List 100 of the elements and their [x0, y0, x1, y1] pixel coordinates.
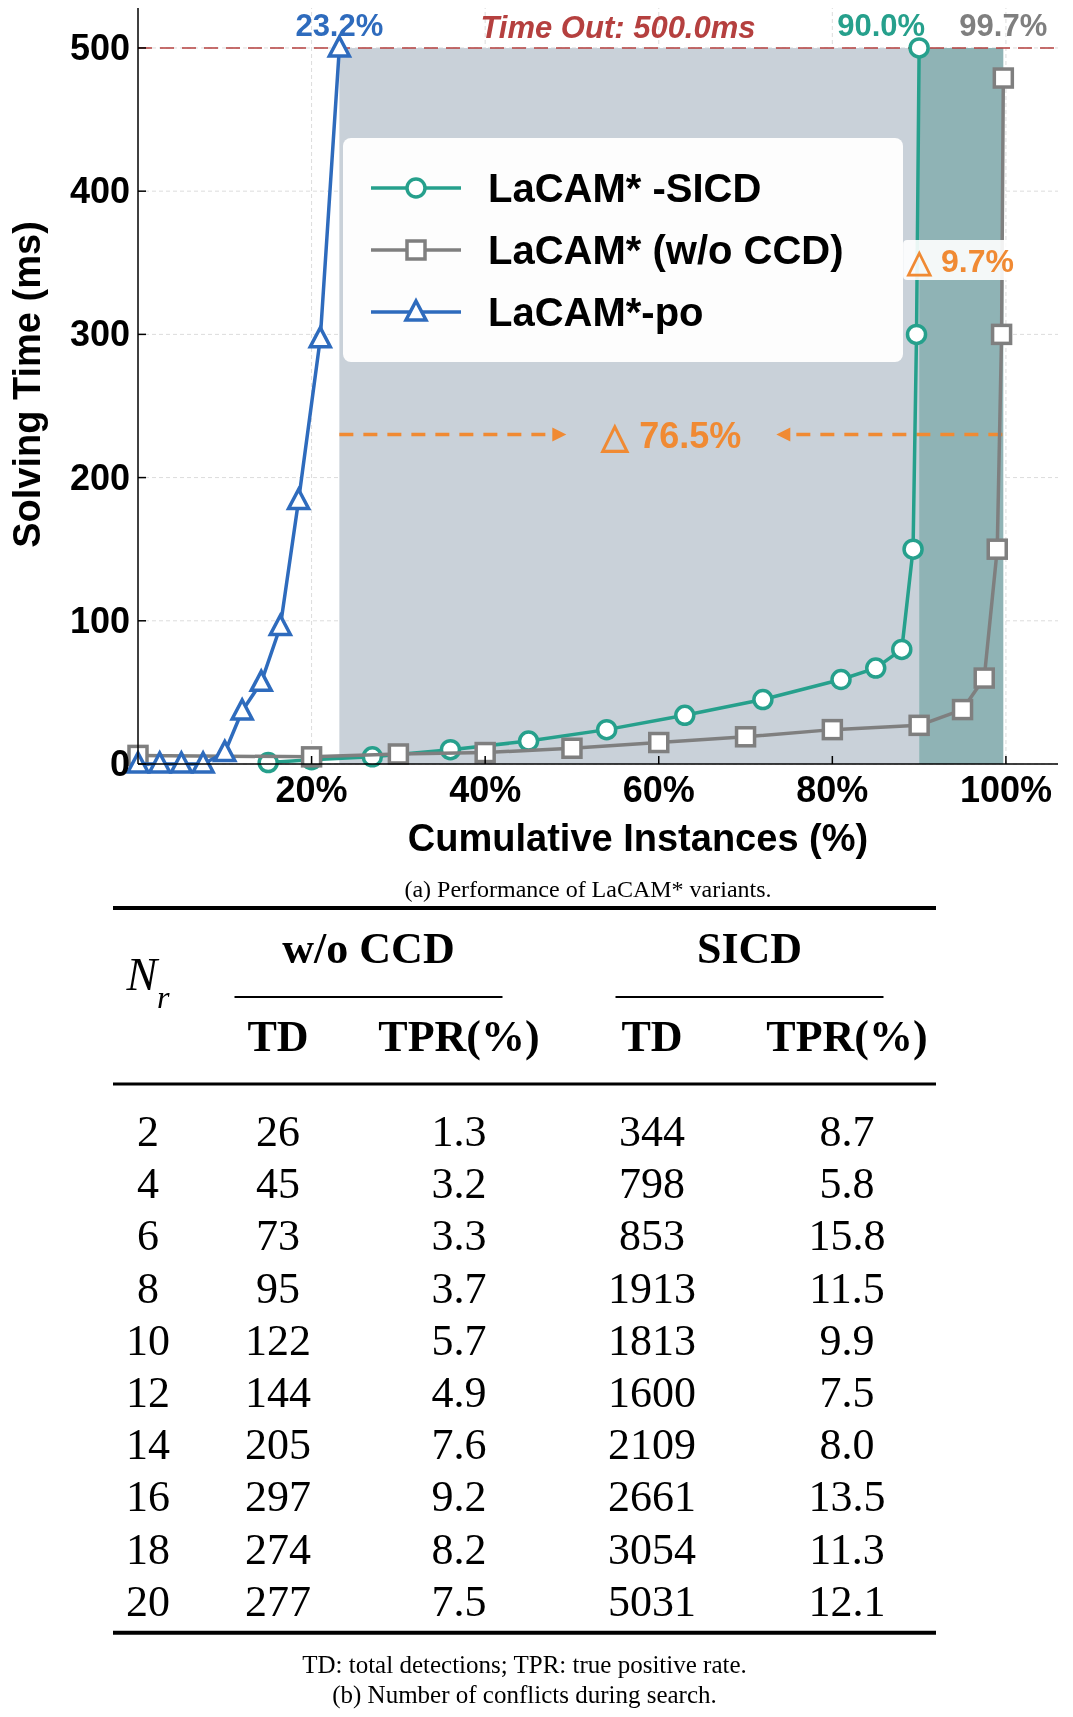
- text: w/o CCD: [282, 924, 455, 973]
- y-tick-label: 300: [69, 313, 130, 355]
- annotation: 90.0%: [837, 7, 926, 43]
- data-label: 73: [256, 1211, 300, 1261]
- point: [830, 668, 852, 691]
- y-tick-label: 6: [137, 1211, 159, 1261]
- point: [951, 698, 974, 721]
- y-tick-label: 0: [109, 743, 130, 784]
- data-label: 95: [256, 1263, 300, 1313]
- data-label: 9.9: [819, 1315, 875, 1365]
- point: [902, 538, 924, 560]
- data-label: 45: [256, 1159, 300, 1209]
- point: [169, 751, 194, 774]
- y-tick-label: 2: [137, 1107, 159, 1156]
- point: [648, 731, 670, 754]
- y-tick-label: 16: [126, 1472, 170, 1522]
- data-label: 13.5: [808, 1472, 886, 1522]
- point: [387, 743, 410, 765]
- data-label: 3.7: [431, 1263, 487, 1313]
- point: [752, 688, 774, 711]
- data-label: 8.2: [431, 1524, 487, 1574]
- y-axis-title: Solving Time (ms): [6, 221, 48, 548]
- data-label: 1913: [608, 1263, 696, 1313]
- y-tick-label: 20: [126, 1576, 170, 1626]
- x-tick-label: 20%: [275, 769, 348, 810]
- data-label: 1600: [608, 1368, 696, 1417]
- y-tick-label: 500: [69, 26, 130, 68]
- data-label: 3.3: [431, 1211, 487, 1261]
- point: [674, 704, 696, 727]
- legend-label: LaCAM* (w/o CCD): [488, 228, 844, 272]
- data-label: 15.8: [808, 1211, 886, 1261]
- text: TD: total detections; TPR: true positive rate.: [302, 1650, 747, 1678]
- point: [821, 718, 844, 741]
- data-label: 3.2: [431, 1159, 487, 1209]
- data-label: 2109: [608, 1420, 696, 1470]
- point: [595, 718, 618, 741]
- x-tick-label: 40%: [449, 769, 522, 810]
- point: [308, 325, 333, 349]
- data-label: 9.2: [431, 1472, 487, 1522]
- point: [908, 37, 930, 59]
- point: [327, 35, 352, 58]
- data-label: 5.8: [819, 1159, 875, 1209]
- point: [734, 726, 757, 748]
- point: [864, 657, 887, 679]
- point: [191, 751, 215, 774]
- legend-label: LaCAM* -SICD: [488, 166, 762, 210]
- annotation: △ 76.5%: [600, 414, 742, 456]
- data-label: 5031: [608, 1576, 696, 1626]
- data-label: 2661: [608, 1472, 696, 1522]
- point: [474, 741, 496, 764]
- data-label: 5.7: [431, 1315, 487, 1365]
- data-label: 26: [256, 1107, 300, 1156]
- point: [905, 323, 928, 346]
- point: [561, 737, 583, 759]
- y-axis-title: N$_{r}$: [125, 949, 171, 1015]
- point: [230, 698, 254, 721]
- data-label: 7.5: [819, 1368, 875, 1417]
- data-label: 8.7: [819, 1107, 875, 1156]
- point: [517, 730, 540, 752]
- annotation: 99.7%: [959, 7, 1048, 43]
- point: [992, 67, 1015, 89]
- x-tick-label: TD: [247, 1012, 309, 1061]
- data-label: 11.5: [809, 1263, 885, 1313]
- text: (a) Performance of LaCAM* variants.: [404, 876, 772, 902]
- data-label: 853: [619, 1211, 685, 1261]
- x-tick-label: TPR(%): [766, 1012, 928, 1061]
- data-label: 11.3: [809, 1524, 885, 1574]
- y-tick-label: 14: [126, 1420, 170, 1470]
- legend-label: LaCAM*-po: [488, 290, 704, 334]
- data-label: 122: [245, 1315, 311, 1365]
- y-tick-label: 200: [69, 456, 130, 498]
- x-tick-label: TPR(%): [378, 1012, 540, 1061]
- x-tick-label: 80%: [796, 769, 869, 810]
- data-label: 1813: [608, 1315, 696, 1365]
- x-axis-title: Cumulative Instances (%): [407, 817, 869, 859]
- point: [990, 323, 1013, 346]
- data-label: 274: [245, 1524, 311, 1574]
- text: (b) Number of conflicts during search.: [332, 1680, 717, 1709]
- x-tick-label: TD: [621, 1012, 683, 1061]
- point: [891, 638, 913, 661]
- data-label: 205: [245, 1420, 311, 1470]
- text: SICD: [696, 924, 803, 973]
- annotation: 23.2%: [295, 7, 384, 43]
- data-label: 144: [245, 1368, 311, 1417]
- data-label: 277: [245, 1576, 311, 1626]
- data-label: 7.5: [431, 1576, 487, 1626]
- data-label: 7.6: [431, 1420, 487, 1470]
- y-tick-label: 400: [69, 170, 130, 212]
- x-tick-label: 100%: [959, 769, 1052, 810]
- y-tick-label: 8: [137, 1263, 159, 1313]
- data-label: 12.1: [808, 1576, 886, 1626]
- point: [908, 714, 930, 737]
- y-tick-label: 10: [126, 1315, 170, 1365]
- y-tick-label: 18: [126, 1524, 170, 1574]
- data-label: 4.9: [431, 1368, 487, 1417]
- data-label: 798: [619, 1159, 685, 1209]
- data-label: 3054: [608, 1524, 696, 1574]
- x-tick-label: 60%: [622, 769, 695, 810]
- data-label: 1.3: [431, 1107, 487, 1156]
- point: [147, 751, 172, 774]
